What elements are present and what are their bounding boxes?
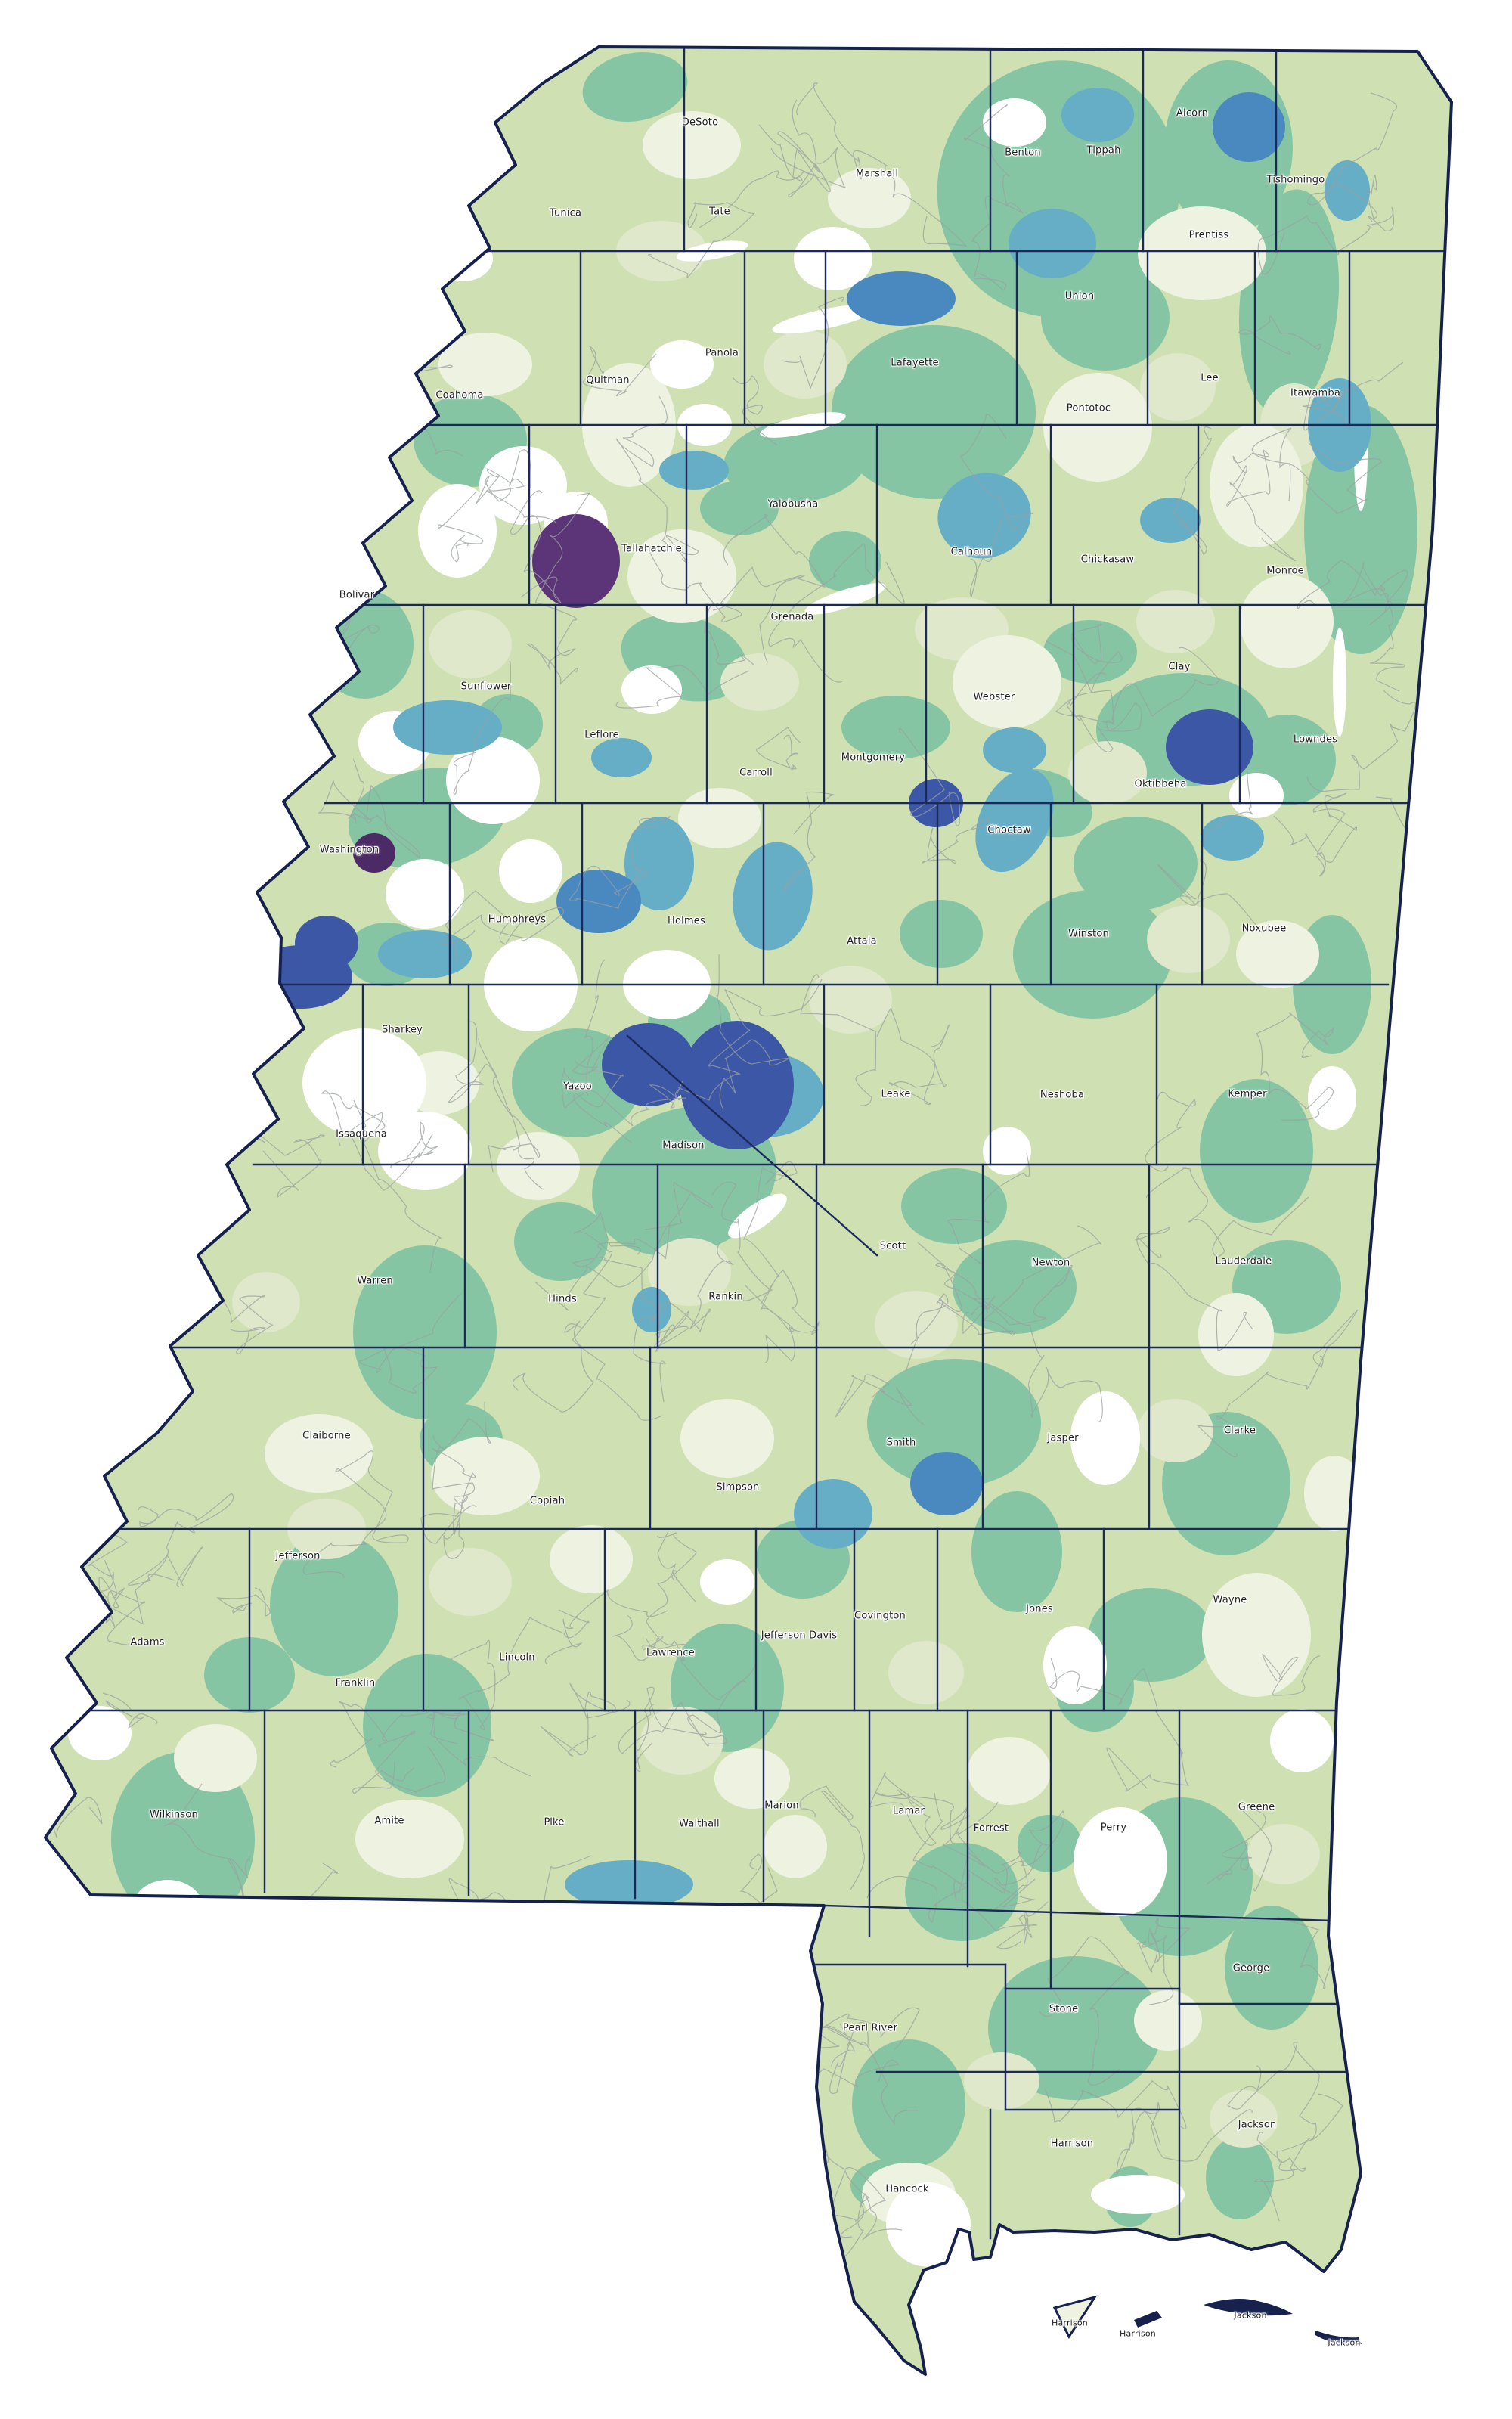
county-borders-layer	[63, 47, 1449, 2240]
ship-island	[1134, 2311, 1162, 2328]
horn-island	[1204, 2298, 1293, 2316]
state-border	[44, 45, 1453, 2376]
cat-island	[1052, 2295, 1098, 2339]
barrier-islands	[1052, 2295, 1362, 2345]
petit-bois-island	[1315, 2331, 1362, 2345]
